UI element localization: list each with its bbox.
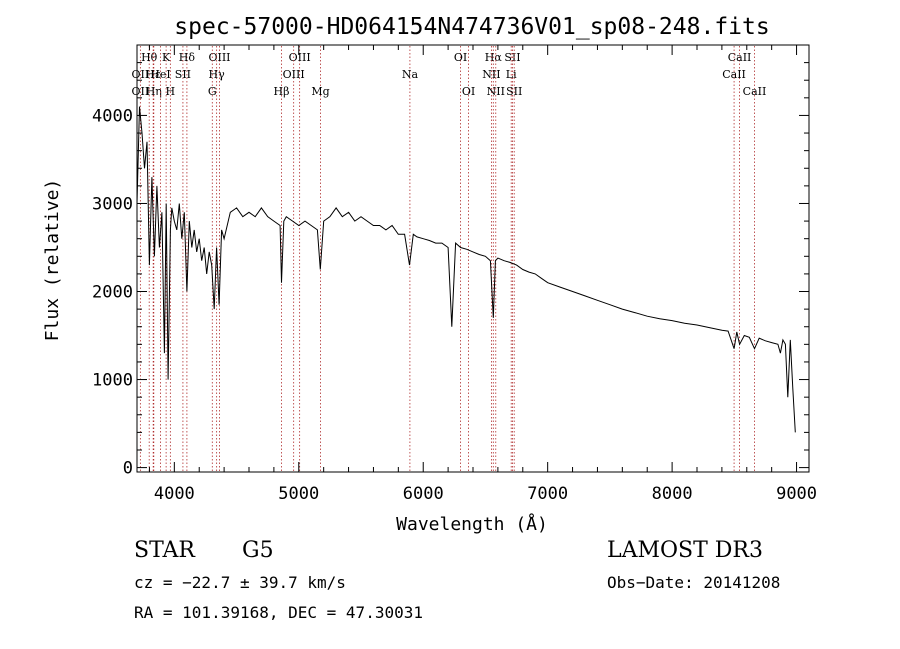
coordinates: RA = 101.39168, DEC = 47.30031 xyxy=(134,603,423,622)
marker-label: Hδ xyxy=(179,51,196,64)
marker-label: Na xyxy=(402,68,419,81)
marker-label: OIII xyxy=(289,51,311,64)
y-axis: 0 1000 2000 3000 4000 xyxy=(92,62,809,479)
marker-label: H xyxy=(166,85,176,98)
marker-label: Hα xyxy=(485,51,503,64)
marker-label: HeI xyxy=(150,68,170,81)
x-tick-label: 7000 xyxy=(527,484,568,504)
x-tick-label: 5000 xyxy=(278,484,319,504)
marker-label: Hγ xyxy=(209,68,226,81)
marker-label: SII xyxy=(504,51,520,64)
object-class: STAR xyxy=(134,538,195,563)
marker-label: Li xyxy=(506,68,517,81)
x-axis: 4000 5000 6000 7000 8000 9000 xyxy=(148,45,817,504)
y-tick-label: 3000 xyxy=(92,194,133,214)
marker-label: OI xyxy=(462,85,475,98)
marker-label: NII xyxy=(482,68,500,81)
marker-label: OII xyxy=(132,68,150,81)
marker-label: Hθ xyxy=(141,51,158,64)
marker-label: Hβ xyxy=(274,85,290,98)
x-axis-label: Wavelength (Å) xyxy=(396,513,548,535)
marker-label: OI xyxy=(454,51,467,64)
marker-label: CaII xyxy=(728,51,752,64)
plot-frame xyxy=(136,44,810,473)
survey-name: LAMOST DR3 xyxy=(607,538,763,563)
y-tick-label: 4000 xyxy=(92,106,133,126)
y-tick-label: 2000 xyxy=(92,283,133,303)
y-tick-label: 1000 xyxy=(92,371,133,391)
x-tick-label: 6000 xyxy=(403,484,444,504)
observation-date: Obs−Date: 20141208 xyxy=(607,573,781,592)
object-subclass: G5 xyxy=(242,538,274,563)
marker-label: SII xyxy=(506,85,522,98)
marker-label: OIII xyxy=(208,51,230,64)
marker-label: NII xyxy=(487,85,505,98)
marker-label: Hε xyxy=(146,68,162,81)
marker-label: CaII xyxy=(743,85,767,98)
x-tick-label: 8000 xyxy=(652,484,693,504)
marker-label: OII xyxy=(132,85,150,98)
marker-label: Mg xyxy=(311,85,329,98)
y-axis-label: Flux (relative) xyxy=(42,179,63,342)
marker-label: K xyxy=(162,51,171,64)
chart-title: spec-57000-HD064154N474736V01_sp08-248.f… xyxy=(174,14,769,40)
marker-label: G xyxy=(208,85,217,98)
x-tick-label: 9000 xyxy=(776,484,817,504)
marker-label: Hη xyxy=(146,85,162,98)
x-tick-label: 4000 xyxy=(154,484,195,504)
marker-label: SII xyxy=(175,68,191,81)
spectrum-line xyxy=(136,106,796,433)
marker-label: OIII xyxy=(283,68,305,81)
redshift-cz: cz = −22.7 ± 39.7 km/s xyxy=(134,573,346,592)
y-tick-label: 0 xyxy=(123,459,133,479)
marker-label: CaII xyxy=(722,68,746,81)
